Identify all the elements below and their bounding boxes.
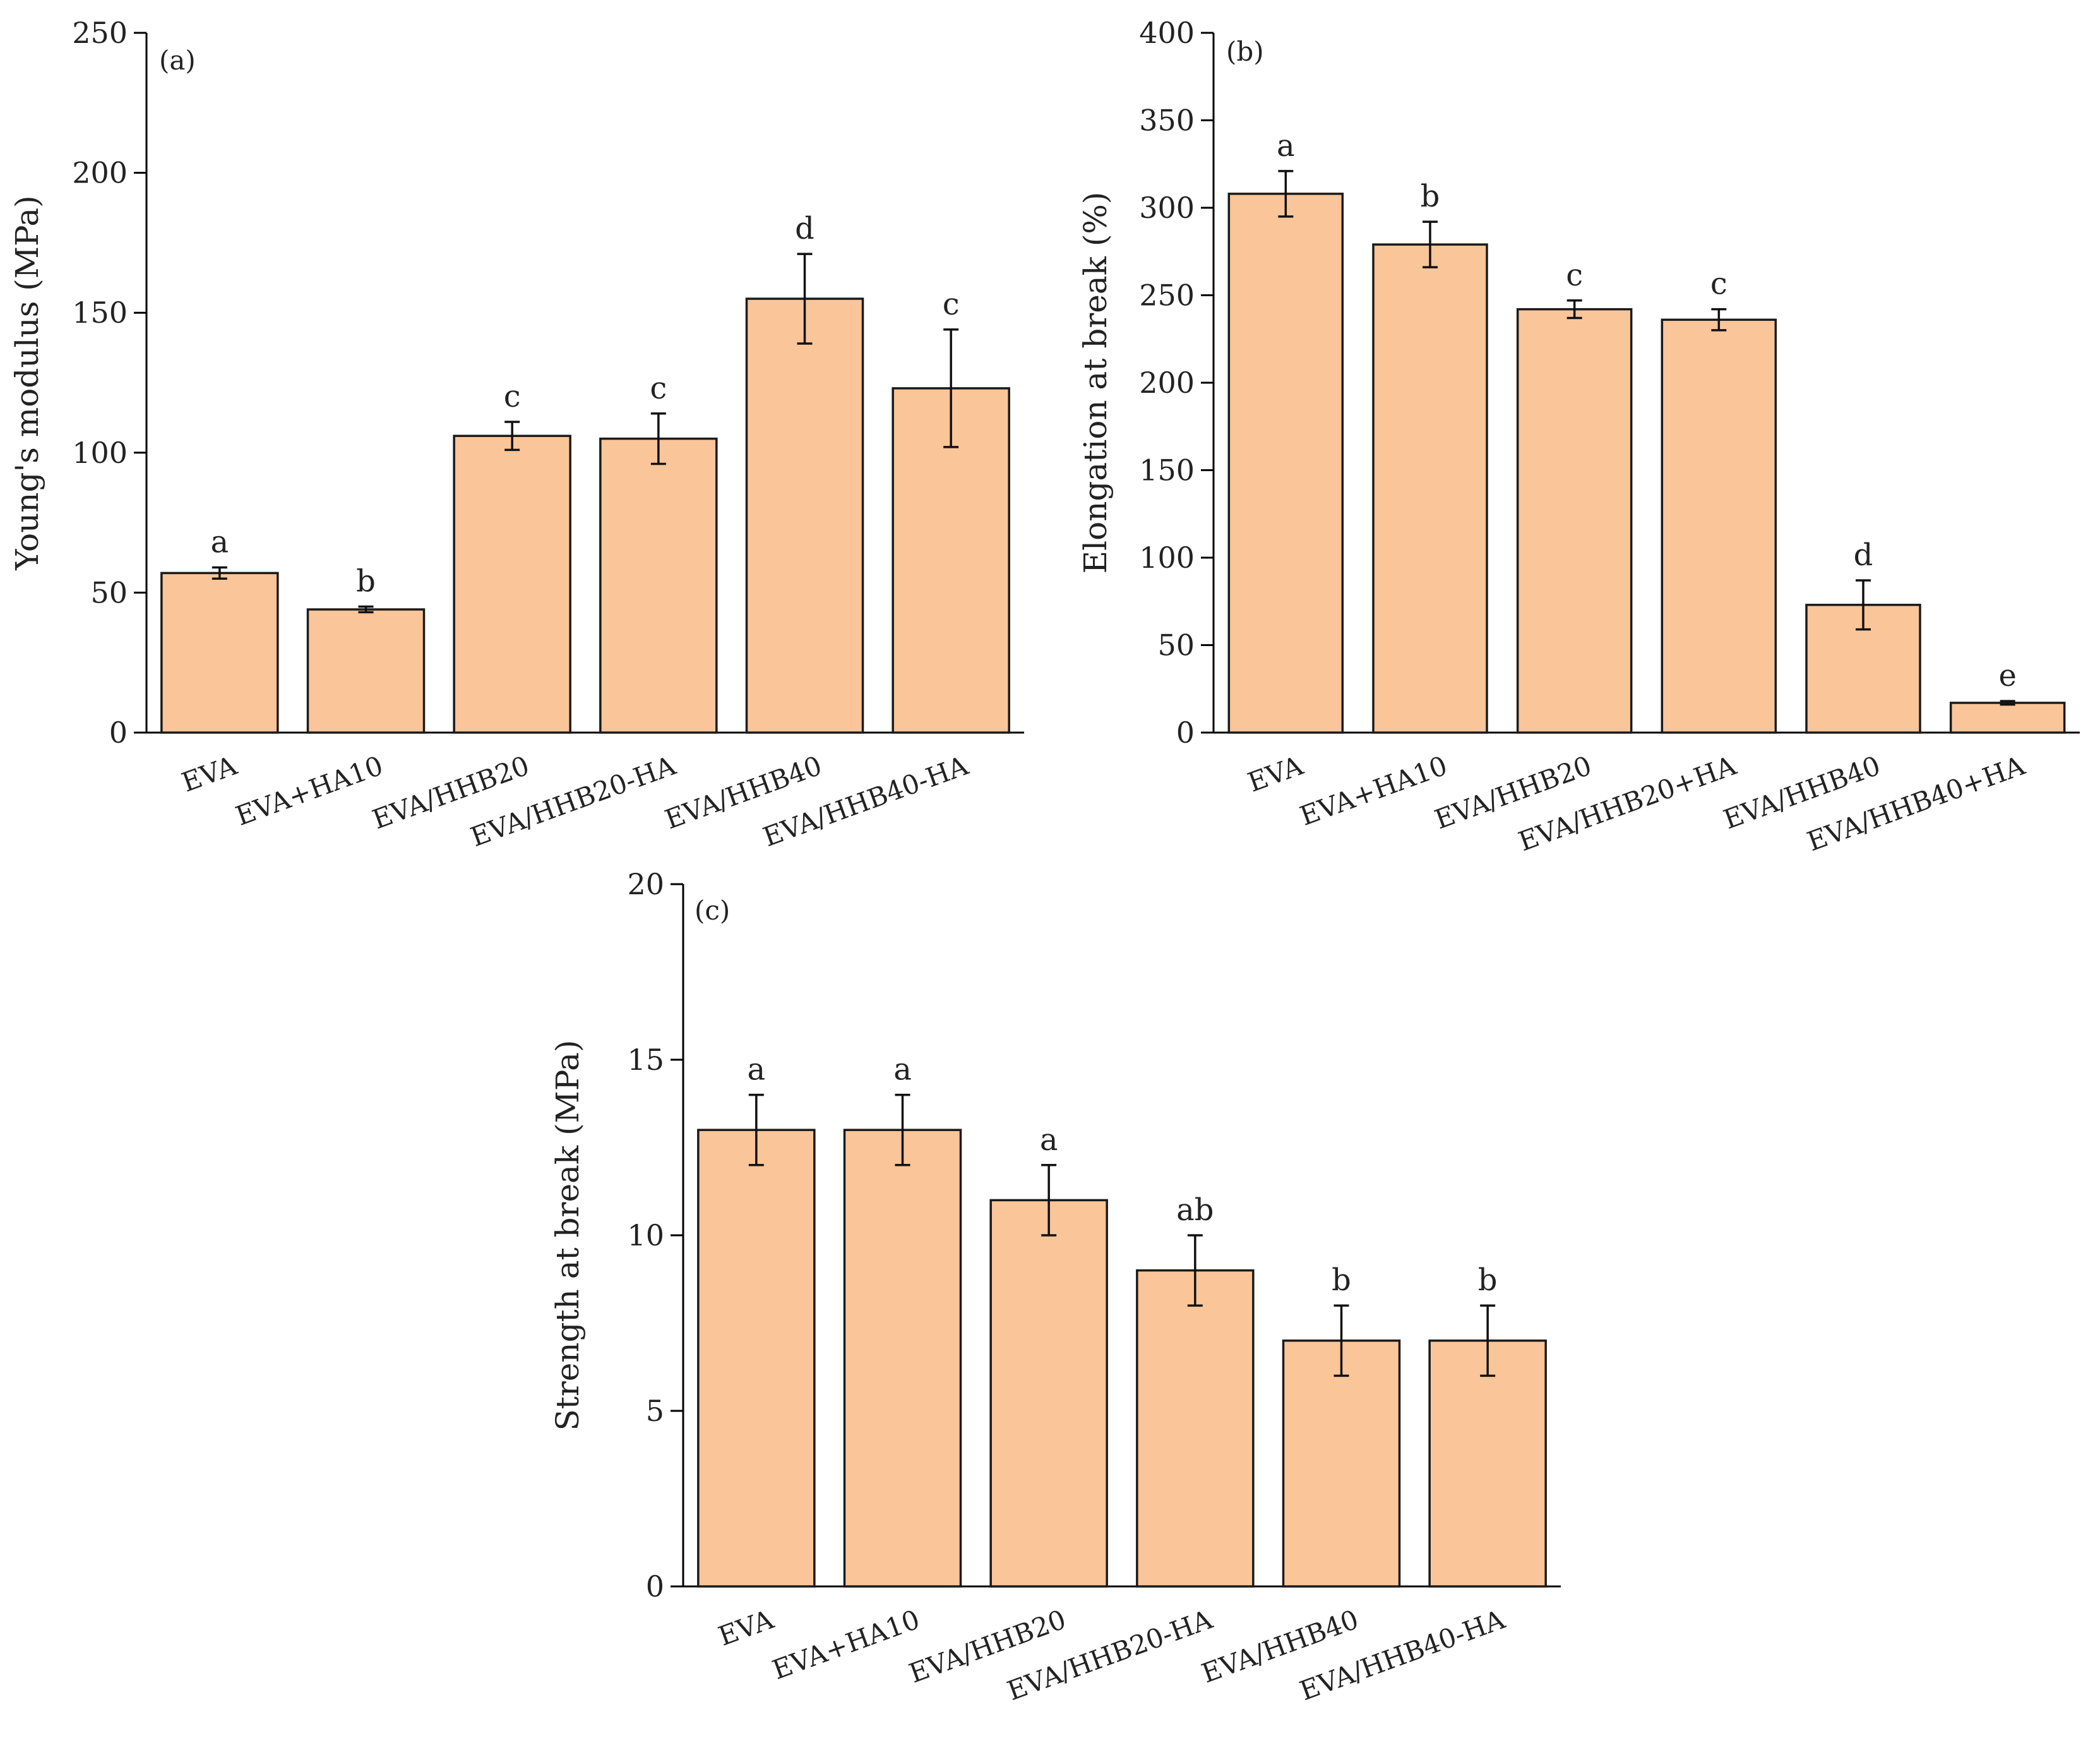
significance-letter: a xyxy=(893,1052,912,1088)
y-tick-label: 150 xyxy=(72,296,128,330)
y-tick-label: 20 xyxy=(627,867,664,901)
y-axis-title: Young's modulus (MPa) xyxy=(9,195,45,570)
panel-b-elongation-at-break: 0 50 100 150 200 250 300 350 400 Elongation at br… xyxy=(1077,16,2080,857)
bar-eva xyxy=(1227,193,1344,734)
bar-eva-hhb20-ha xyxy=(1136,1269,1255,1588)
category-label: EVA+HA10 xyxy=(232,750,387,832)
y-tick-label: 5 xyxy=(646,1394,664,1428)
panel-label: (b) xyxy=(1226,36,1264,67)
significance-letter: a xyxy=(1040,1122,1058,1158)
y-tick-label: 10 xyxy=(627,1218,664,1252)
bar-eva xyxy=(697,1129,816,1588)
y-axis-title: Strength at break (MPa) xyxy=(549,1040,586,1431)
bar-eva-hhb20 xyxy=(453,435,571,734)
bar-eva-ha10 xyxy=(1372,243,1488,734)
significance-letter: c xyxy=(504,379,521,414)
y-tick-label: 200 xyxy=(1139,366,1195,400)
bar-eva-ha10 xyxy=(306,608,426,734)
panel-c-strength-at-break: 0 5 10 15 20 Strength at break (MPa) (c) a EVA a E… xyxy=(549,867,1561,1706)
category-label: EVA xyxy=(1244,750,1308,798)
y-tick-label: 0 xyxy=(646,1569,664,1603)
bar-eva-ha10 xyxy=(843,1129,962,1588)
significance-letter: a xyxy=(211,525,229,560)
bar-eva-hhb40 xyxy=(1282,1339,1401,1588)
category-label: EVA xyxy=(177,750,241,798)
y-tick-label: 100 xyxy=(1139,541,1195,575)
bar-eva-hhb20-ha xyxy=(1661,318,1777,734)
significance-letter: c xyxy=(1710,267,1727,302)
bar-eva-hhb20 xyxy=(989,1199,1108,1588)
significance-letter: b xyxy=(1421,179,1440,214)
y-tick-label: 350 xyxy=(1139,104,1195,138)
significance-letter: c xyxy=(1566,258,1583,293)
bar-eva-hhb40 xyxy=(745,297,864,734)
y-tick-label: 100 xyxy=(72,436,128,470)
y-tick-label: 50 xyxy=(1157,628,1195,662)
panel-label: (a) xyxy=(159,45,196,76)
significance-letter: d xyxy=(1854,537,1873,573)
y-tick-label: 50 xyxy=(90,575,128,609)
y-tick-label: 0 xyxy=(109,716,128,750)
significance-letter: c xyxy=(650,371,667,406)
panel-a-youngs-modulus: 0 50 100 150 200 250 Young's modulus (MPa) (a) a… xyxy=(9,16,1024,853)
y-tick-label: 250 xyxy=(1139,279,1195,313)
bar-eva-hhb40-ha xyxy=(1428,1339,1547,1588)
category-label: EVA xyxy=(714,1603,778,1652)
significance-letter: e xyxy=(1998,658,2016,693)
significance-letter: a xyxy=(748,1052,766,1088)
significance-letter: d xyxy=(795,211,814,246)
y-axis-title: Elongation at break (%) xyxy=(1077,192,1114,574)
bar-eva-hhb40-ha xyxy=(1949,702,2066,734)
y-tick-label: 300 xyxy=(1139,191,1195,225)
significance-letter: b xyxy=(1478,1262,1498,1298)
y-tick-label: 15 xyxy=(627,1043,664,1077)
panel-label: (c) xyxy=(695,895,730,926)
bar-eva xyxy=(160,572,279,734)
significance-letter: a xyxy=(1277,128,1295,164)
bar-eva-hhb20-ha xyxy=(599,437,718,734)
bar-eva-hhb20 xyxy=(1516,308,1633,734)
significance-letter: b xyxy=(1332,1262,1351,1298)
y-tick-label: 150 xyxy=(1139,453,1195,488)
y-tick-label: 250 xyxy=(72,16,128,50)
significance-letter: b xyxy=(356,564,376,599)
category-label: EVA+HA10 xyxy=(768,1603,924,1686)
y-tick-label: 200 xyxy=(72,156,128,190)
significance-letter: c xyxy=(943,287,960,322)
y-tick-label: 0 xyxy=(1176,716,1195,750)
y-tick-label: 400 xyxy=(1139,16,1195,50)
category-label: EVA+HA10 xyxy=(1296,750,1451,832)
significance-letter: ab xyxy=(1176,1192,1214,1228)
